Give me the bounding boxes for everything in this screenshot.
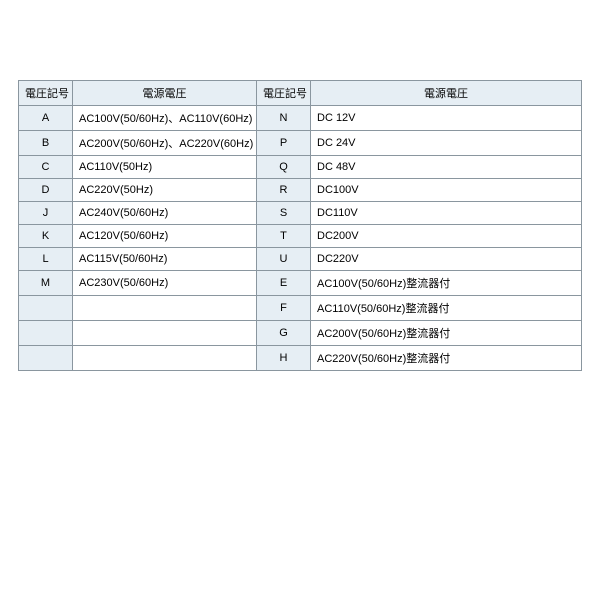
voltage-table: 電圧記号 電源電圧 電圧記号 電源電圧 A AC100V(50/60Hz)、AC… <box>18 80 582 371</box>
table-row: F AC110V(50/60Hz)整流器付 <box>19 296 582 321</box>
cell-code2: F <box>257 296 311 321</box>
col-header-val1: 電源電圧 <box>73 81 257 106</box>
cell-val2: DC220V <box>311 248 582 271</box>
cell-val1: AC200V(50/60Hz)、AC220V(60Hz) <box>73 131 257 156</box>
table-container: 電圧記号 電源電圧 電圧記号 電源電圧 A AC100V(50/60Hz)、AC… <box>0 0 600 371</box>
cell-code1: B <box>19 131 73 156</box>
table-row: H AC220V(50/60Hz)整流器付 <box>19 346 582 371</box>
cell-code1: K <box>19 225 73 248</box>
cell-val1: AC220V(50Hz) <box>73 179 257 202</box>
cell-val2: AC220V(50/60Hz)整流器付 <box>311 346 582 371</box>
cell-code2: P <box>257 131 311 156</box>
table-row: J AC240V(50/60Hz) S DC110V <box>19 202 582 225</box>
cell-val1: AC110V(50Hz) <box>73 156 257 179</box>
cell-val2: AC200V(50/60Hz)整流器付 <box>311 321 582 346</box>
cell-val2: AC110V(50/60Hz)整流器付 <box>311 296 582 321</box>
table-row: D AC220V(50Hz) R DC100V <box>19 179 582 202</box>
cell-val1 <box>73 296 257 321</box>
table-header-row: 電圧記号 電源電圧 電圧記号 電源電圧 <box>19 81 582 106</box>
table-row: L AC115V(50/60Hz) U DC220V <box>19 248 582 271</box>
cell-val1: AC230V(50/60Hz) <box>73 271 257 296</box>
cell-code2: E <box>257 271 311 296</box>
cell-code2: U <box>257 248 311 271</box>
table-row: G AC200V(50/60Hz)整流器付 <box>19 321 582 346</box>
cell-val2: DC110V <box>311 202 582 225</box>
cell-code2: N <box>257 106 311 131</box>
cell-code1 <box>19 321 73 346</box>
cell-code2: R <box>257 179 311 202</box>
cell-code2: G <box>257 321 311 346</box>
cell-code2: H <box>257 346 311 371</box>
cell-val2: DC 48V <box>311 156 582 179</box>
cell-code1: A <box>19 106 73 131</box>
cell-val2: DC100V <box>311 179 582 202</box>
cell-code2: T <box>257 225 311 248</box>
cell-code1: D <box>19 179 73 202</box>
cell-code2: S <box>257 202 311 225</box>
cell-val2: DC 24V <box>311 131 582 156</box>
cell-code1 <box>19 346 73 371</box>
col-header-code1: 電圧記号 <box>19 81 73 106</box>
table-row: C AC110V(50Hz) Q DC 48V <box>19 156 582 179</box>
cell-val1: AC120V(50/60Hz) <box>73 225 257 248</box>
cell-code1: L <box>19 248 73 271</box>
cell-code1: J <box>19 202 73 225</box>
table-row: A AC100V(50/60Hz)、AC110V(60Hz) N DC 12V <box>19 106 582 131</box>
cell-val1 <box>73 321 257 346</box>
cell-code1 <box>19 296 73 321</box>
cell-val1 <box>73 346 257 371</box>
col-header-code2: 電圧記号 <box>257 81 311 106</box>
cell-code2: Q <box>257 156 311 179</box>
cell-code1: M <box>19 271 73 296</box>
cell-val1: AC115V(50/60Hz) <box>73 248 257 271</box>
col-header-val2: 電源電圧 <box>311 81 582 106</box>
cell-val2: AC100V(50/60Hz)整流器付 <box>311 271 582 296</box>
cell-val2: DC 12V <box>311 106 582 131</box>
cell-val1: AC240V(50/60Hz) <box>73 202 257 225</box>
table-row: K AC120V(50/60Hz) T DC200V <box>19 225 582 248</box>
cell-val2: DC200V <box>311 225 582 248</box>
cell-val1: AC100V(50/60Hz)、AC110V(60Hz) <box>73 106 257 131</box>
cell-code1: C <box>19 156 73 179</box>
table-row: B AC200V(50/60Hz)、AC220V(60Hz) P DC 24V <box>19 131 582 156</box>
table-row: M AC230V(50/60Hz) E AC100V(50/60Hz)整流器付 <box>19 271 582 296</box>
